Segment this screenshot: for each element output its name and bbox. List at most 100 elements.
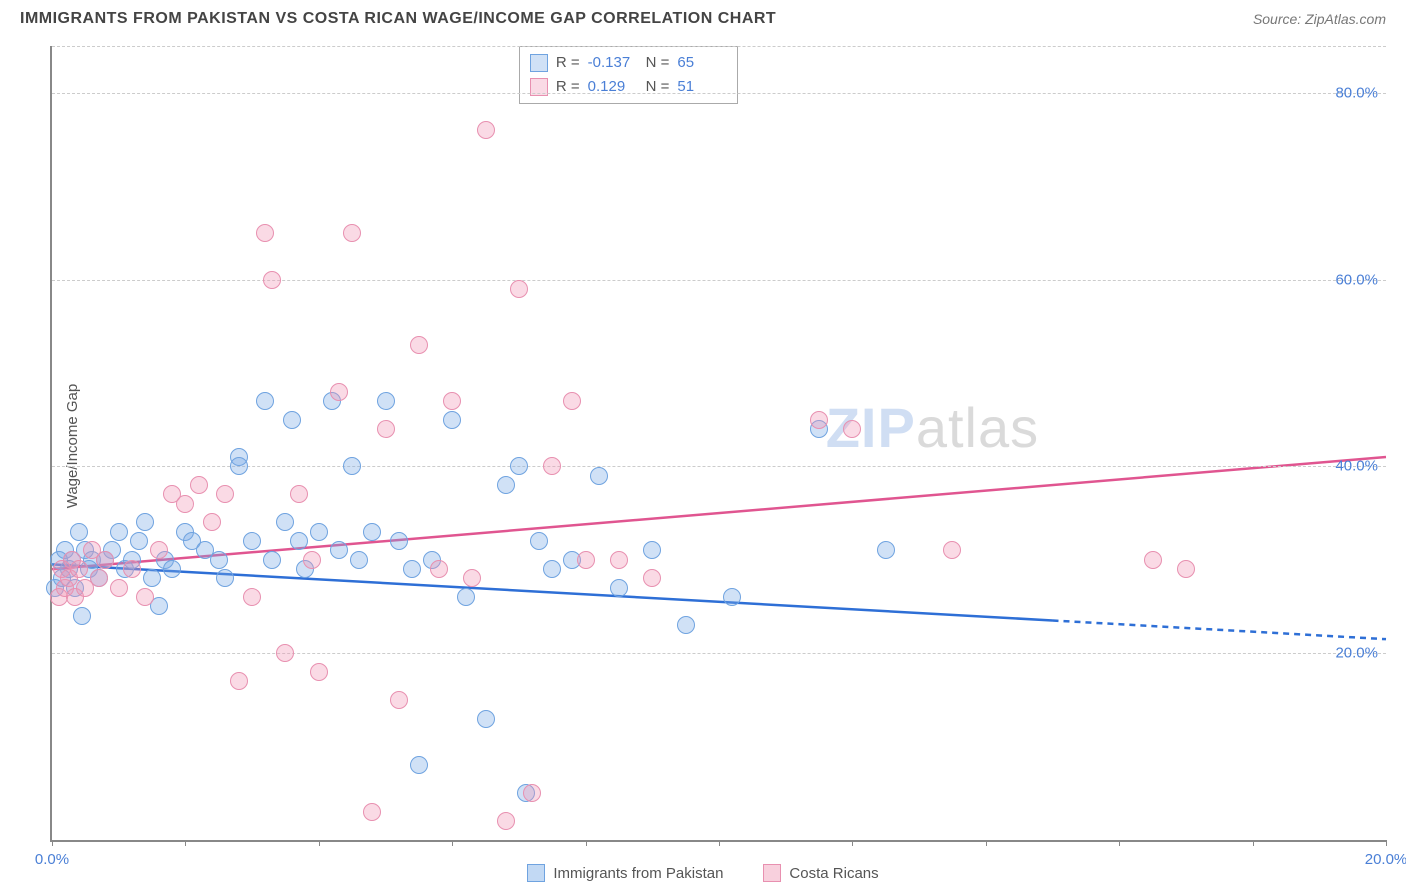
data-point-costarican (263, 271, 281, 289)
data-point-pakistan (643, 541, 661, 559)
stats-n-value: 65 (677, 51, 727, 75)
data-point-pakistan (330, 541, 348, 559)
legend-label: Immigrants from Pakistan (553, 865, 723, 882)
data-point-costarican (290, 485, 308, 503)
data-point-costarican (610, 551, 628, 569)
data-point-pakistan (256, 392, 274, 410)
data-point-costarican (90, 569, 108, 587)
data-point-costarican (1177, 560, 1195, 578)
data-point-pakistan (443, 411, 461, 429)
legend-swatch (527, 864, 545, 882)
data-point-costarican (256, 224, 274, 242)
data-point-pakistan (543, 560, 561, 578)
x-tick (185, 840, 186, 846)
gridline-h (52, 280, 1386, 281)
data-point-pakistan (530, 532, 548, 550)
data-point-costarican (176, 495, 194, 513)
data-point-costarican (543, 457, 561, 475)
data-point-costarican (390, 691, 408, 709)
data-point-pakistan (230, 457, 248, 475)
data-point-costarican (643, 569, 661, 587)
data-point-pakistan (610, 579, 628, 597)
data-point-pakistan (877, 541, 895, 559)
data-point-costarican (377, 420, 395, 438)
x-tick (452, 840, 453, 846)
data-point-pakistan (343, 457, 361, 475)
data-point-pakistan (283, 411, 301, 429)
watermark-part1: ZIP (826, 396, 916, 459)
data-point-costarican (430, 560, 448, 578)
data-point-pakistan (363, 523, 381, 541)
chart-title: IMMIGRANTS FROM PAKISTAN VS COSTA RICAN … (20, 10, 776, 28)
trendline-costarican (52, 457, 1386, 569)
bottom-legend: Immigrants from Pakistan Costa Ricans (0, 864, 1406, 882)
gridline-h (52, 93, 1386, 94)
data-point-costarican (410, 336, 428, 354)
data-point-pakistan (390, 532, 408, 550)
x-tick (586, 840, 587, 846)
data-point-costarican (310, 663, 328, 681)
data-point-pakistan (677, 616, 695, 634)
chart-plot-area: ZIPatlas R =-0.137N =65R =0.129N =51 20.… (50, 46, 1386, 842)
data-point-costarican (96, 551, 114, 569)
data-point-costarican (523, 784, 541, 802)
data-point-pakistan (290, 532, 308, 550)
data-point-costarican (510, 280, 528, 298)
data-point-costarican (463, 569, 481, 587)
data-point-pakistan (210, 551, 228, 569)
stats-r-value: 0.129 (588, 75, 638, 99)
data-point-pakistan (510, 457, 528, 475)
data-point-costarican (230, 672, 248, 690)
gridline-h (52, 653, 1386, 654)
x-tick (986, 840, 987, 846)
data-point-pakistan (143, 569, 161, 587)
data-point-costarican (276, 644, 294, 662)
x-tick (52, 840, 53, 846)
data-point-pakistan (457, 588, 475, 606)
legend-item: Costa Ricans (763, 864, 878, 882)
source-label: Source: ZipAtlas.com (1253, 11, 1386, 27)
y-tick-label: 80.0% (1335, 84, 1378, 101)
data-point-costarican (243, 588, 261, 606)
data-point-costarican (497, 812, 515, 830)
data-point-costarican (136, 588, 154, 606)
data-point-costarican (810, 411, 828, 429)
data-point-pakistan (403, 560, 421, 578)
data-point-costarican (363, 803, 381, 821)
data-point-pakistan (243, 532, 261, 550)
data-point-costarican (843, 420, 861, 438)
correlation-stats-box: R =-0.137N =65R =0.129N =51 (519, 46, 739, 104)
y-tick-label: 60.0% (1335, 271, 1378, 288)
stats-n-label: N = (646, 75, 670, 99)
x-tick (319, 840, 320, 846)
stats-n-label: N = (646, 51, 670, 75)
legend-swatch (763, 864, 781, 882)
data-point-costarican (1144, 551, 1162, 569)
data-point-pakistan (590, 467, 608, 485)
data-point-costarican (577, 551, 595, 569)
data-point-pakistan (70, 523, 88, 541)
legend-item: Immigrants from Pakistan (527, 864, 723, 882)
data-point-costarican (110, 579, 128, 597)
data-point-pakistan (276, 513, 294, 531)
data-point-pakistan (410, 756, 428, 774)
x-tick (1386, 840, 1387, 846)
gridline-h (52, 46, 1386, 47)
watermark-part2: atlas (916, 396, 1039, 459)
stats-row-pakistan: R =-0.137N =65 (530, 51, 728, 75)
stats-n-value: 51 (677, 75, 727, 99)
chart-header: IMMIGRANTS FROM PAKISTAN VS COSTA RICAN … (0, 0, 1406, 36)
data-point-costarican (343, 224, 361, 242)
data-point-pakistan (377, 392, 395, 410)
trend-lines-layer (52, 46, 1386, 840)
x-tick (719, 840, 720, 846)
stats-row-costarican: R =0.129N =51 (530, 75, 728, 99)
x-tick (1253, 840, 1254, 846)
data-point-costarican (203, 513, 221, 531)
y-tick-label: 40.0% (1335, 458, 1378, 475)
data-point-pakistan (110, 523, 128, 541)
x-tick (852, 840, 853, 846)
data-point-costarican (477, 121, 495, 139)
data-point-pakistan (136, 513, 154, 531)
data-point-costarican (150, 541, 168, 559)
